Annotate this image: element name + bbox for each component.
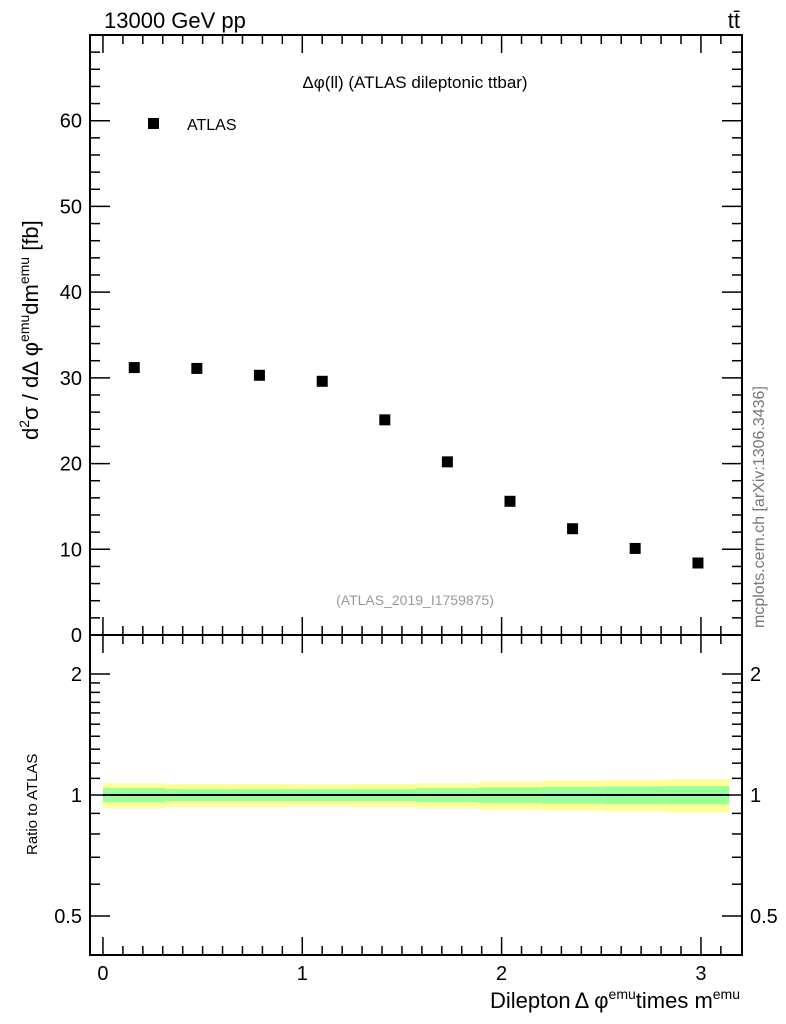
y-axis-label: d2σ / dΔ φemudmemu [fb] <box>16 220 43 440</box>
y-tick-label: 50 <box>60 196 82 218</box>
ratio-y-tick-label: 0.5 <box>54 906 82 928</box>
header-right: tt̄ <box>728 8 740 33</box>
ratio-y-tick-label-right: 0.5 <box>750 906 778 928</box>
data-point <box>128 362 140 374</box>
data-point <box>191 362 203 374</box>
data-point <box>441 456 453 468</box>
side-label: mcplots.cern.ch [arXiv:1306.3436] <box>751 386 768 628</box>
data-point <box>567 523 579 535</box>
y-tick-label: 20 <box>60 454 82 476</box>
ratio-y-tick-label-right: 2 <box>750 664 761 686</box>
ratio-y-tick-label: 1 <box>71 785 82 807</box>
y-tick-label: 10 <box>60 539 82 561</box>
legend-marker <box>148 118 159 129</box>
x-tick-label: 0 <box>97 963 108 985</box>
x-axis-label: Dilepton Δ φemutimes memu <box>490 986 740 1013</box>
header-left: 13000 GeV pp <box>104 8 246 33</box>
y-tick-label: 0 <box>71 625 82 647</box>
y-tick-label: 40 <box>60 282 82 304</box>
chart-title: Δφ(ll) (ATLAS dileptonic ttbar) <box>302 73 527 92</box>
data-point <box>253 369 265 381</box>
data-point <box>316 375 328 387</box>
legend-label: ATLAS <box>187 117 237 134</box>
data-point <box>379 414 391 426</box>
ratio-y-axis-label: Ratio to ATLAS <box>24 754 41 855</box>
ratio-bands <box>102 779 730 813</box>
watermark: (ATLAS_2019_I1759875) <box>336 592 494 608</box>
data-point <box>629 542 641 554</box>
x-tick-label: 1 <box>297 963 308 985</box>
ratio-y-tick-label: 2 <box>71 664 82 686</box>
x-tick-label: 3 <box>695 963 706 985</box>
x-tick-label: 2 <box>496 963 507 985</box>
y-tick-label: 60 <box>60 111 82 133</box>
y-tick-label: 30 <box>60 368 82 390</box>
ratio-y-tick-label-right: 1 <box>750 785 761 807</box>
data-point <box>504 495 516 507</box>
data-point <box>692 557 704 569</box>
data-points <box>128 362 704 569</box>
